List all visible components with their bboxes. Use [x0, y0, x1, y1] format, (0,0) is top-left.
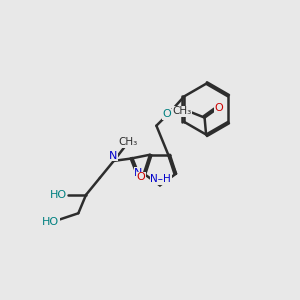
- Text: CH₃: CH₃: [119, 137, 138, 147]
- Text: N–H: N–H: [150, 174, 171, 184]
- Text: O: O: [215, 103, 224, 112]
- Text: O: O: [163, 109, 172, 119]
- Text: HO: HO: [50, 190, 67, 200]
- Text: CH₃: CH₃: [172, 106, 192, 116]
- Text: N: N: [134, 168, 142, 178]
- Text: N: N: [109, 151, 117, 160]
- Text: O: O: [136, 172, 145, 182]
- Text: HO: HO: [42, 217, 59, 227]
